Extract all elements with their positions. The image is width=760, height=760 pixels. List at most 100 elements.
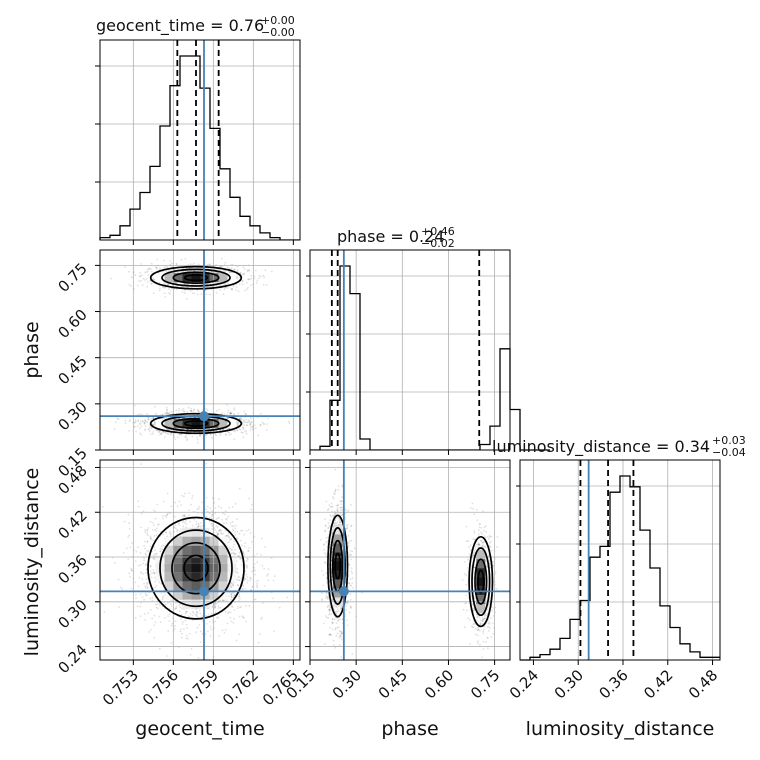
scatter-point	[146, 268, 149, 271]
scatter-point	[253, 277, 256, 280]
scatter-point	[153, 279, 156, 281]
scatter-point	[162, 595, 165, 598]
scatter-point	[183, 521, 186, 524]
scatter-point	[233, 408, 236, 411]
scatter-point	[233, 543, 236, 546]
scatter-point	[138, 280, 141, 282]
scatter-point	[164, 283, 167, 285]
scatter-point	[151, 599, 154, 602]
scatter-point	[230, 267, 233, 269]
scatter-point	[124, 266, 126, 269]
scatter-point	[217, 533, 219, 535]
scatter-point	[226, 266, 229, 268]
scatter-point	[149, 608, 152, 611]
scatter-point	[249, 424, 252, 426]
scatter-point	[217, 605, 220, 608]
scatter-point	[184, 612, 187, 615]
scatter-point	[200, 522, 202, 524]
scatter-point	[143, 419, 146, 421]
scatter-point	[165, 406, 168, 409]
scatter-point	[218, 634, 221, 637]
scatter-point	[231, 606, 234, 608]
scatter-point	[278, 606, 281, 609]
scatter-point	[242, 550, 244, 552]
scatter-point	[137, 505, 140, 508]
scatter-point	[143, 422, 146, 425]
density-cell	[209, 419, 219, 428]
scatter-point	[237, 555, 240, 557]
scatter-point	[134, 616, 137, 619]
scatter-point	[227, 411, 229, 414]
scatter-point	[153, 546, 156, 548]
scatter-point	[236, 568, 239, 570]
scatter-point	[189, 612, 192, 615]
scatter-point	[180, 259, 183, 261]
scatter-point	[244, 570, 247, 573]
scatter-point	[144, 547, 146, 550]
scatter-point	[223, 288, 226, 291]
scatter-point	[155, 530, 158, 532]
scatter-point	[221, 412, 223, 414]
scatter-point	[239, 272, 242, 275]
scatter-point	[128, 528, 131, 530]
scatter-point	[250, 508, 253, 511]
scatter-point	[226, 417, 229, 419]
scatter-point	[182, 514, 185, 517]
density-cell	[218, 419, 228, 428]
scatter-point	[139, 422, 142, 425]
scatter-point	[177, 522, 180, 525]
scatter-point	[231, 520, 234, 523]
scatter-point	[230, 620, 233, 623]
scatter-point	[167, 413, 170, 415]
scatter-point	[225, 522, 228, 524]
scatter-point	[183, 514, 186, 517]
scatter-point	[236, 584, 239, 586]
scatter-point	[217, 517, 219, 519]
scatter-point	[186, 283, 189, 286]
scatter-point	[193, 518, 196, 521]
scatter-point	[247, 529, 250, 531]
scatter-point	[174, 620, 177, 623]
density-cell	[200, 419, 210, 428]
scatter-point	[130, 285, 132, 287]
scatter-point	[155, 553, 157, 556]
scatter-point	[211, 524, 214, 527]
scatter-point	[211, 528, 214, 530]
scatter-point	[227, 431, 230, 434]
scatter-point	[220, 532, 223, 535]
scatter-point	[197, 409, 200, 411]
scatter-point	[214, 604, 217, 606]
scatter-point	[256, 561, 259, 564]
scatter-point	[321, 569, 323, 572]
scatter-point	[181, 632, 183, 635]
scatter-point	[140, 433, 143, 436]
scatter-point	[219, 429, 222, 432]
scatter-point	[227, 612, 229, 614]
scatter-point	[149, 566, 152, 568]
scatter-point	[230, 288, 233, 291]
scatter-point	[175, 288, 178, 291]
scatter-point	[166, 655, 168, 657]
scatter-point	[149, 426, 151, 429]
scatter-point	[243, 421, 246, 424]
scatter-point	[153, 571, 155, 574]
scatter-point	[156, 603, 159, 605]
scatter-point	[254, 427, 257, 430]
scatter-point	[113, 428, 116, 430]
scatter-point	[237, 423, 239, 425]
scatter-point	[246, 579, 249, 581]
scatter-point	[187, 637, 189, 640]
scatter-point	[175, 607, 178, 610]
scatter-point	[140, 280, 142, 282]
scatter-point	[147, 587, 150, 589]
scatter-point	[175, 527, 177, 530]
scatter-point	[138, 427, 141, 430]
scatter-point	[128, 283, 131, 286]
scatter-point	[229, 271, 231, 274]
scatter-point	[146, 528, 148, 531]
scatter-point	[248, 278, 251, 281]
scatter-point	[266, 574, 268, 577]
scatter-point	[243, 545, 246, 548]
scatter-point	[233, 268, 236, 270]
scatter-point	[167, 602, 169, 604]
